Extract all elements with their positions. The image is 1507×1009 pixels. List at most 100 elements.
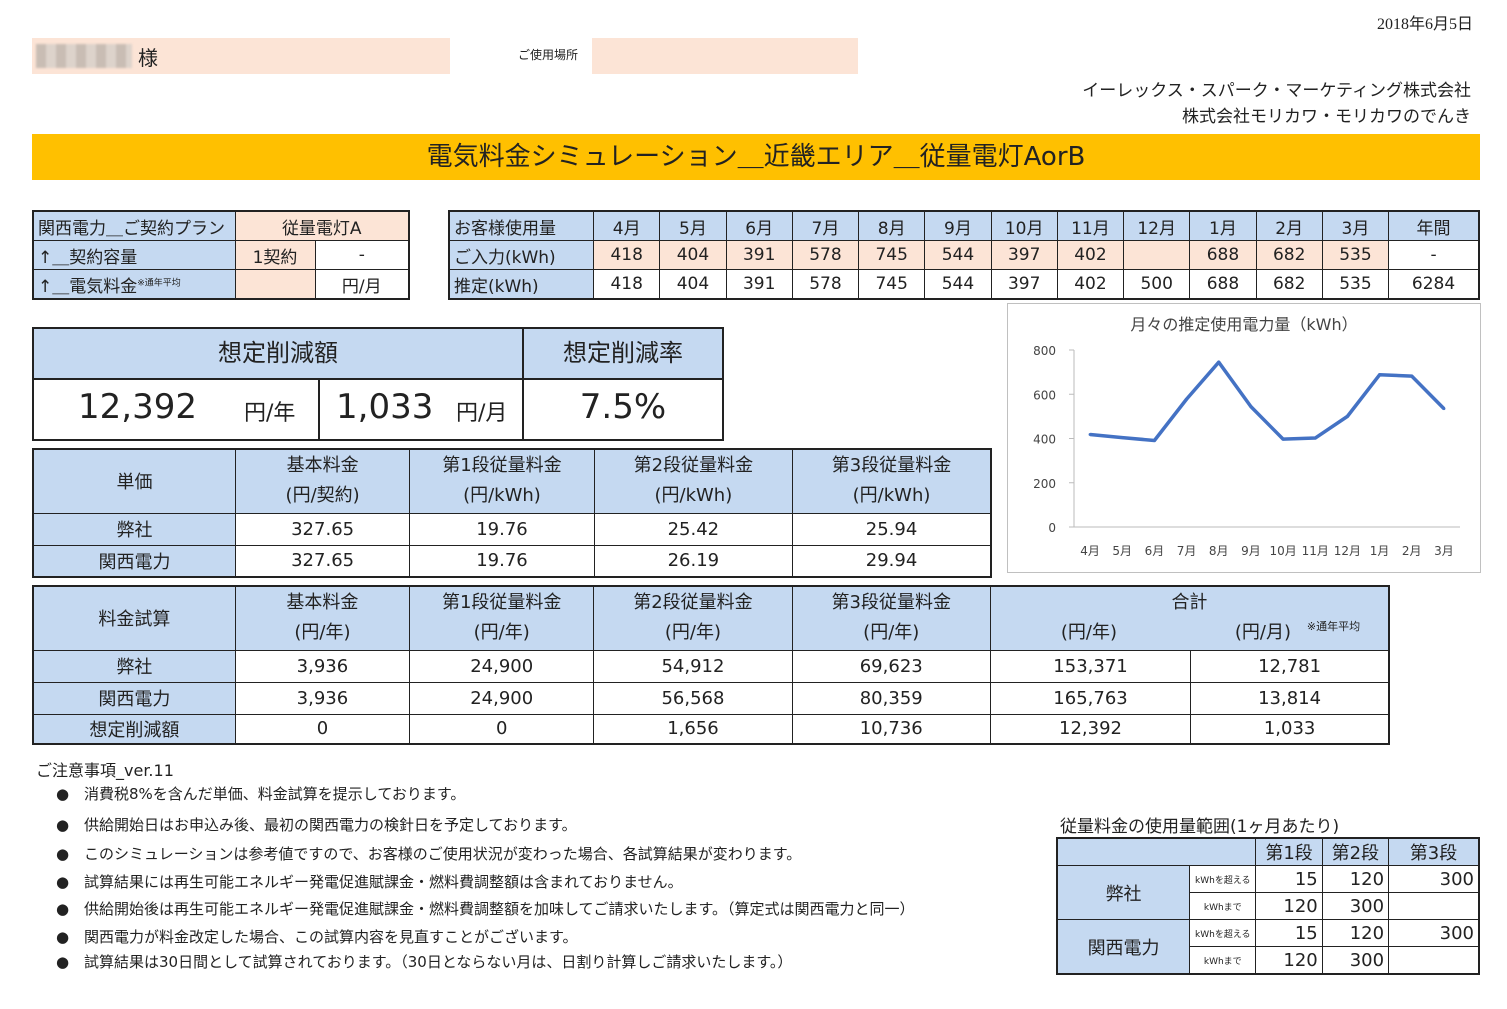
fee-cell: 54,912 xyxy=(593,649,793,683)
range-cell: 120 xyxy=(1321,865,1390,893)
price-cell: 25.94 xyxy=(792,512,992,546)
fee-header: 第1段従量料金 (円/年) xyxy=(409,585,595,651)
savings-per-month-unit: 円/月 xyxy=(456,401,508,426)
range-header: 第3段 xyxy=(1388,837,1480,866)
usage-input-cell: 682 xyxy=(1255,240,1323,270)
range-cell: 120 xyxy=(1255,892,1323,920)
usage-est-label: 推定(kWh) xyxy=(448,269,595,300)
bill-unit: 円/月 xyxy=(314,269,410,300)
month-header: 年間 xyxy=(1388,210,1480,241)
data-point xyxy=(1120,436,1124,440)
note-item: ● 試算結果は30日間として試算されております。（30日とならない月は、日割り計算… xyxy=(56,951,792,972)
note-item: ● 関西電力が料金改定した場合、この試算内容を見直すことがございます。 xyxy=(56,926,578,947)
y-tick-label: 600 xyxy=(1033,388,1056,402)
fee-total-note: ※通年平均 xyxy=(1306,620,1361,634)
range-header: 第2段 xyxy=(1321,837,1390,866)
range-company: 弊社 xyxy=(1056,865,1191,920)
savings-per-year-unit: 円/年 xyxy=(244,401,296,426)
note-item: ● 供給開始後は再生可能エネルギー発電促進賦課金・燃料費調整額を加味してご請求いた… xyxy=(56,898,915,919)
usage-est-cell: 688 xyxy=(1189,269,1257,300)
range-upto-label: kWhまで xyxy=(1189,946,1257,975)
usage-input-cell: 402 xyxy=(1056,240,1125,270)
savings-rate-header: 想定削減率 xyxy=(524,329,722,380)
fee-estimate-table: 料金試算 基本料金 (円/年) 第1段従量料金 (円/年) 第2段従量料金 (円/年) 第3… xyxy=(32,585,1390,745)
range-upto-label: kWhまで xyxy=(1189,892,1257,920)
page-title: 電気料金シミュレーション＿近畿エリア＿従量電灯AorB xyxy=(426,142,1086,172)
usage-input-cell: 418 xyxy=(593,240,661,270)
usage-line-chart: 月々の推定使用電力量（kWh） 0 200 400 600 800 4月 5月 6月 7月 8月 9月… xyxy=(1007,303,1481,573)
y-tick-label: 200 xyxy=(1033,477,1056,491)
note-text: 試算結果は30日間として試算されております。（30日とならない月は、日割り計算し… xyxy=(84,953,793,971)
fee-cell: 153,371 xyxy=(989,649,1192,683)
month-header: 5月 xyxy=(659,210,727,241)
fee-cell: 24,900 xyxy=(409,681,595,715)
usage-est-cell: 745 xyxy=(858,269,926,300)
month-header: 8月 xyxy=(858,210,926,241)
note-text: 供給開始後は再生可能エネルギー発電促進賦課金・燃料費調整額を加味してご請求いたし… xyxy=(84,900,915,918)
fee-header-unit: (円/年) xyxy=(294,622,351,644)
fee-corner: 料金試算 xyxy=(32,585,236,651)
divider xyxy=(318,380,320,439)
price-header: 基本料金 (円/契約) xyxy=(234,448,411,514)
capacity-label: ↑＿契約容量 xyxy=(32,240,236,270)
month-header: 4月 xyxy=(593,210,661,241)
range-cell: 120 xyxy=(1255,946,1323,975)
usage-est-cell: 402 xyxy=(1056,269,1125,300)
company-name-1: イーレックス・スパーク・マーケティング株式会社 xyxy=(1082,81,1471,101)
savings-summary: 想定削減額 想定削減率 12,392 円/年 1,033 円/月 7.5% xyxy=(32,327,724,441)
bullet-icon: ● xyxy=(56,953,70,971)
price-header-name: 第2段従量料金 xyxy=(633,455,754,477)
x-tick-label: 5月 xyxy=(1112,544,1132,558)
usage-header-label: お客様使用量 xyxy=(448,210,595,241)
fee-cell: 56,568 xyxy=(593,681,793,715)
bullet-icon: ● xyxy=(56,816,70,834)
fee-cell: 165,763 xyxy=(989,681,1192,715)
usage-est-cell: 6284 xyxy=(1388,269,1480,300)
usage-place-field xyxy=(592,38,858,74)
data-point xyxy=(1185,397,1189,401)
price-cell: 25.42 xyxy=(593,512,794,546)
month-header: 2月 xyxy=(1255,210,1323,241)
contract-plan-table: 関西電力＿ご契約プラン 従量電灯A ↑＿契約容量 1契約 - ↑＿電気料金※通年… xyxy=(32,210,411,300)
note-text: このシミュレーションは参考値ですので、お客様のご使用状況が変わった場合、各試算結… xyxy=(84,845,802,863)
range-cell xyxy=(1388,946,1480,975)
data-point xyxy=(1410,374,1414,378)
usage-input-cell xyxy=(1123,240,1191,270)
title-bar: 電気料金シミュレーション＿近畿エリア＿従量電灯AorB xyxy=(32,134,1480,180)
price-cell: 327.65 xyxy=(234,512,411,546)
note-item: ● このシミュレーションは参考値ですので、お客様のご使用状況が変わった場合、各試算… xyxy=(56,843,801,864)
price-header-unit: (円/kWh) xyxy=(463,485,541,507)
fee-cell: 0 xyxy=(234,713,411,745)
month-header: 9月 xyxy=(924,210,992,241)
usage-range-table: 第1段 第2段 第3段 弊社 kWhを超える 15 120 300 kWhまで … xyxy=(1056,837,1480,975)
bill-value xyxy=(234,269,316,300)
x-tick-label: 4月 xyxy=(1080,544,1100,558)
fee-cell: 80,359 xyxy=(791,681,991,715)
fee-cell: 0 xyxy=(409,713,595,745)
fee-cell: 3,936 xyxy=(234,681,411,715)
company-name-2: 株式会社モリカワ・モリカワのでんき xyxy=(1182,107,1471,127)
price-header-unit: (円/kWh) xyxy=(852,485,931,507)
range-corner xyxy=(1056,837,1257,866)
usage-est-cell: 397 xyxy=(990,269,1058,300)
month-header: 11月 xyxy=(1056,210,1125,241)
bullet-icon: ● xyxy=(56,900,70,918)
price-header-name: 第1段従量料金 xyxy=(442,455,562,477)
usage-est-cell: 535 xyxy=(1321,269,1390,300)
price-row-label: 弊社 xyxy=(32,512,236,546)
savings-per-month-value: 1,033 xyxy=(336,387,434,427)
price-header-name: 基本料金 xyxy=(286,455,359,477)
data-point xyxy=(1442,407,1446,411)
price-cell: 19.76 xyxy=(409,512,595,546)
note-item: ● 消費税8%を含んだ単価、料金試算を提示しております。 xyxy=(56,783,465,804)
month-header: 10月 xyxy=(990,210,1058,241)
fee-total-unit-month: (円/月) xyxy=(1234,622,1291,644)
fee-cell: 1,656 xyxy=(593,713,793,745)
fee-cell: 12,781 xyxy=(1190,649,1390,683)
y-tick-label: 0 xyxy=(1048,521,1056,535)
fee-cell: 3,936 xyxy=(234,649,411,683)
usage-input-cell: 745 xyxy=(858,240,926,270)
range-cell: 15 xyxy=(1255,919,1323,947)
x-tick-label: 7月 xyxy=(1177,544,1197,558)
usage-est-cell: 391 xyxy=(725,269,793,300)
